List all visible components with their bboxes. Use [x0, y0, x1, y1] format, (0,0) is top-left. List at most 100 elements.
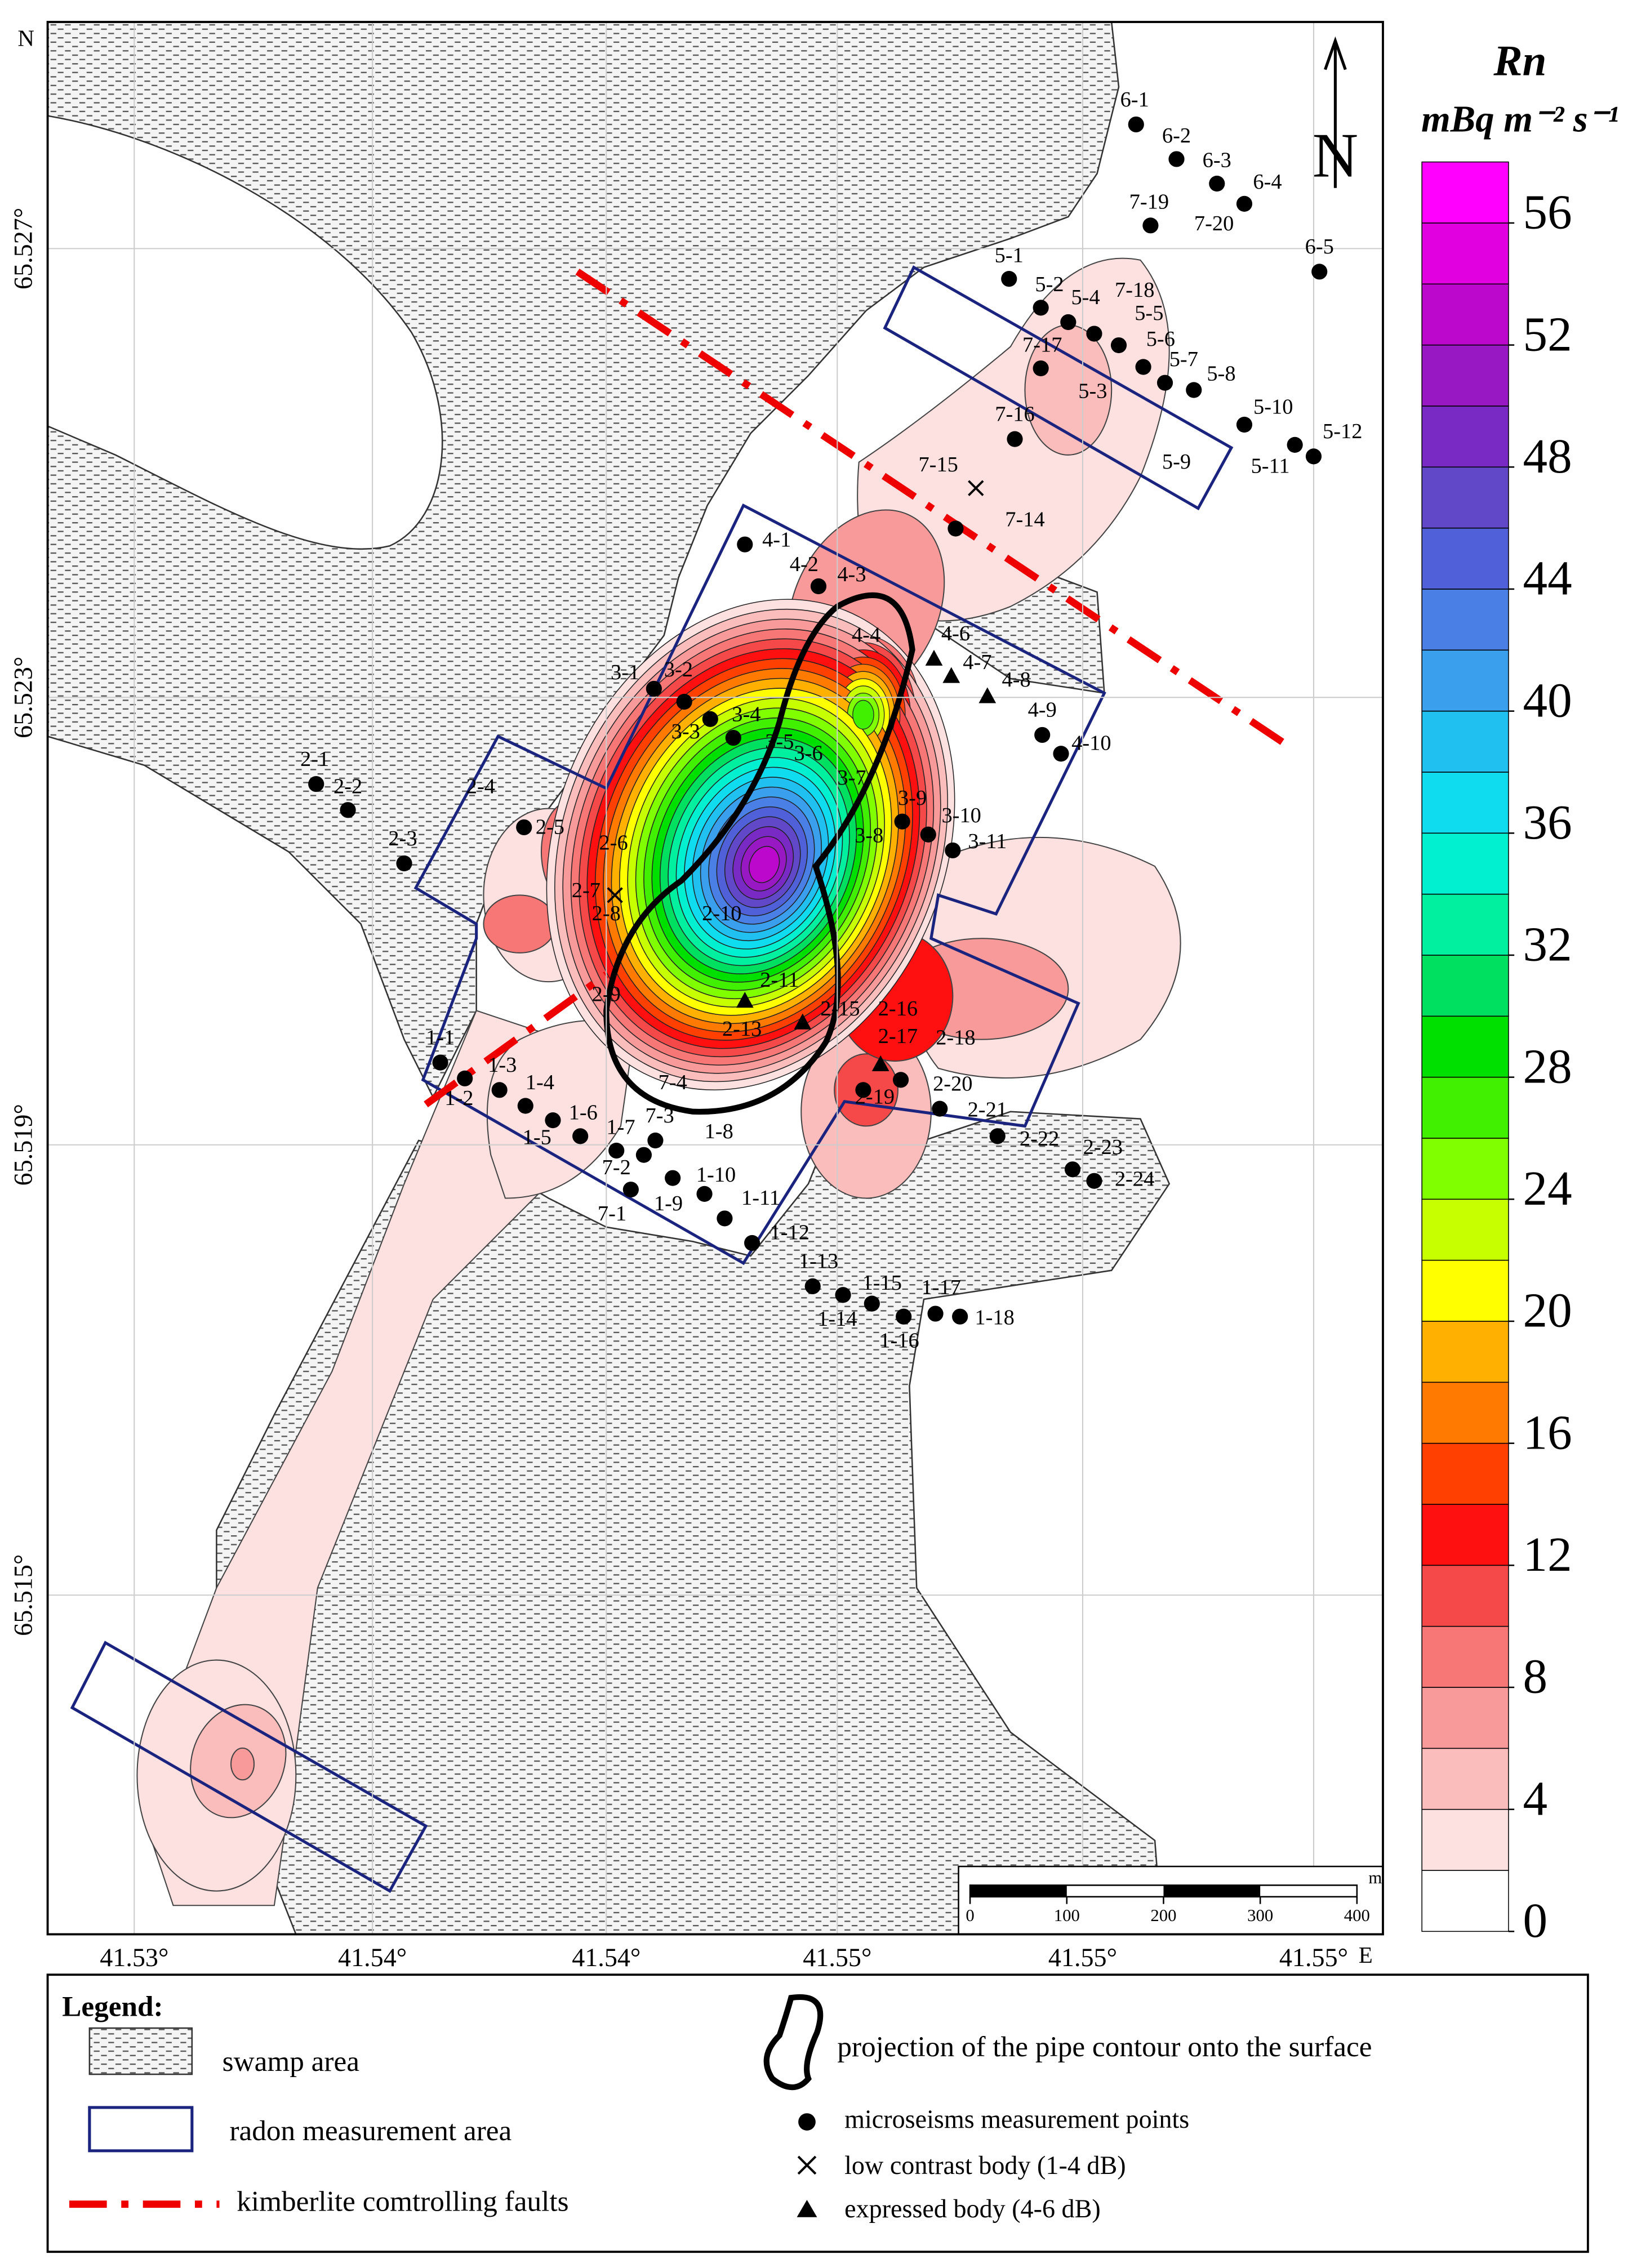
- point-label: 3-10: [941, 804, 981, 827]
- point-label: 2-7: [572, 879, 600, 902]
- expressed-body: [978, 687, 997, 703]
- point-label: 3-8: [855, 824, 883, 848]
- point-label: 1-3: [488, 1053, 517, 1077]
- expressed-body: [942, 667, 960, 683]
- measurement-point: [927, 1305, 944, 1322]
- measurement-point: [1128, 116, 1144, 133]
- colorbar-band: [1421, 1565, 1509, 1627]
- point-label: 6-3: [1203, 148, 1231, 172]
- point-label: 4-2: [790, 552, 818, 576]
- measurement-point: [1053, 746, 1069, 762]
- point-label: 3-6: [794, 742, 822, 765]
- lon-labels: 41.53° 41.54° 41.54° 41.55° 41.55° 41.55°: [100, 1943, 1348, 1972]
- point-label: 1-4: [526, 1071, 554, 1094]
- legend: Legend: swamp area radon measurement are…: [46, 1973, 1589, 2253]
- point-label: 7-17: [1022, 333, 1062, 357]
- point-label: 5-12: [1323, 420, 1362, 443]
- lat-labels: 65.527° 65.523° 65.519° 65.515°: [9, 208, 38, 1636]
- fault: [424, 972, 609, 1108]
- measurement-point: [646, 680, 662, 697]
- colorbar-band: [1421, 1321, 1509, 1383]
- point-label: 4-10: [1071, 732, 1111, 755]
- pipe-contour: [603, 592, 915, 1115]
- colorbar-tick-label: 4: [1523, 1771, 1548, 1825]
- measurement-point: [1086, 326, 1102, 342]
- scale-bar: m 0 100 200 300 400: [958, 1865, 1383, 1935]
- lake: [47, 115, 443, 550]
- point-label: 2-2: [333, 775, 362, 799]
- point-label: 5-1: [995, 244, 1024, 268]
- colorbar-tick-label: 36: [1523, 795, 1572, 849]
- compass-label: N: [1313, 121, 1358, 190]
- scale-tick-label: 400: [1344, 1906, 1370, 1925]
- point-label: 2-20: [933, 1072, 972, 1095]
- lat-label: 65.527°: [9, 208, 38, 289]
- measurement-point: [945, 842, 961, 859]
- measurement-point: [1086, 1173, 1102, 1189]
- colorbar-band: [1421, 1687, 1509, 1749]
- point-label: 1-11: [741, 1186, 780, 1210]
- point-label: 2-13: [722, 1017, 762, 1041]
- north-label: N: [17, 25, 34, 51]
- measurement-point: [892, 1072, 909, 1088]
- colorbar-band: [1421, 1015, 1509, 1078]
- point-label: 3-3: [671, 720, 700, 743]
- scale-unit: m: [1368, 1868, 1382, 1887]
- point-label: 2-4: [466, 775, 495, 799]
- colorbar-tick-label: 40: [1523, 672, 1572, 727]
- measurement-point: [1007, 431, 1023, 447]
- measurement-point: [622, 1182, 639, 1198]
- map: 6-16-26-36-47-197-206-55-15-25-4 7-185-55…: [47, 22, 1383, 1935]
- measurement-point: [1001, 271, 1017, 287]
- colorbar-band: [1421, 1625, 1509, 1688]
- point-label: 4-7: [963, 650, 991, 674]
- measurement-point: [457, 1070, 473, 1086]
- point-label: 6-4: [1253, 170, 1282, 194]
- measurement-point: [717, 1210, 733, 1227]
- scale-tick-label: 200: [1150, 1906, 1176, 1925]
- grid: [47, 22, 1383, 1935]
- point-label: 5-3: [1078, 379, 1107, 403]
- measurement-point: [744, 1235, 760, 1251]
- point-label: 7-1: [598, 1202, 626, 1226]
- point-label: 1-13: [799, 1250, 838, 1273]
- measurement-point: [1060, 314, 1076, 331]
- measurement-point: [545, 1112, 561, 1129]
- point-label: 2-1: [300, 747, 329, 771]
- colorbar-tick-label: 20: [1523, 1283, 1572, 1338]
- point-label: 7-14: [1005, 507, 1044, 531]
- measurement-point: [810, 578, 827, 595]
- legend-item: projection of the pipe contour onto the …: [837, 2031, 1372, 2063]
- point-label: 1-1: [426, 1026, 455, 1049]
- measurement-point: [1236, 416, 1253, 433]
- colorbar-tick-label: 8: [1523, 1649, 1548, 1704]
- point-label: 6-2: [1162, 124, 1191, 148]
- point-label: 5-4: [1071, 286, 1100, 309]
- contour-band: [749, 845, 780, 884]
- point-label: 2-5: [536, 815, 564, 839]
- measurement-point: [896, 1308, 912, 1325]
- point-label: 4-9: [1028, 698, 1057, 722]
- measurement-point: [932, 1100, 948, 1117]
- colorbar-tick-label: 44: [1523, 551, 1572, 605]
- point-label: 1-12: [770, 1220, 809, 1244]
- colorbar-band: [1421, 1808, 1509, 1871]
- colorbar-band: [1421, 1259, 1509, 1322]
- measurement-point: [1236, 195, 1253, 212]
- measurement-point: [676, 693, 692, 710]
- expressed-body: [736, 992, 754, 1008]
- measurement-point: [920, 826, 936, 843]
- point-label: 4-6: [941, 622, 970, 645]
- measurement-point: [1186, 382, 1202, 398]
- colorbar-band: [1421, 1382, 1509, 1444]
- measurement-point: [340, 802, 356, 818]
- expressed-body: [925, 649, 943, 666]
- colorbar-band: [1421, 772, 1509, 834]
- colorbar-band: [1421, 283, 1509, 346]
- point-label: 2-11: [760, 968, 799, 992]
- point-label: 1-2: [444, 1086, 473, 1110]
- point-label: 2-15: [820, 997, 860, 1021]
- low-contrast-body: [968, 480, 984, 496]
- point-label: 2-24: [1115, 1168, 1154, 1191]
